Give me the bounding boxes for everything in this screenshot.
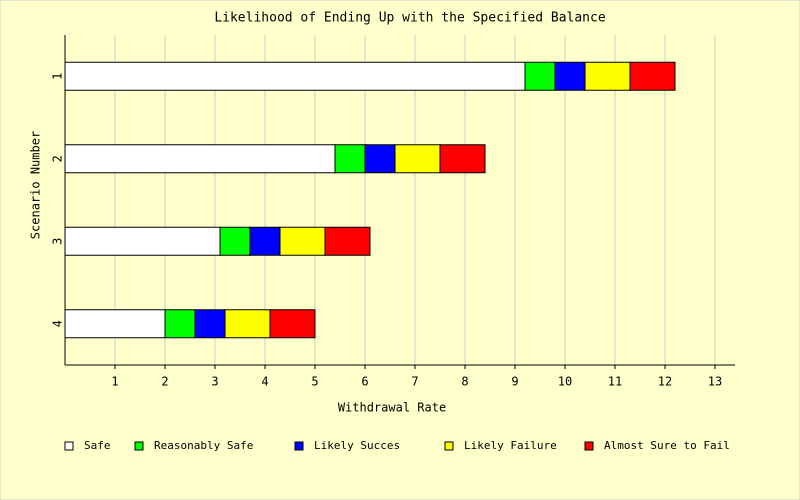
bar-segment — [584, 61, 631, 91]
legend-swatch — [444, 441, 454, 451]
legend-label: Reasonably Safe — [154, 439, 253, 452]
x-tick-label: 1 — [111, 375, 118, 389]
legend-swatch — [294, 441, 304, 451]
bar-segment — [439, 144, 486, 174]
legend-label: Almost Sure to Fail — [604, 439, 730, 452]
bar-segment — [394, 144, 441, 174]
chart-title: Likelihood of Ending Up with the Specifi… — [214, 11, 606, 26]
x-tick-label: 9 — [511, 375, 518, 389]
x-tick-label: 10 — [558, 375, 572, 389]
legend-swatch — [584, 441, 594, 451]
x-tick-label: 7 — [411, 375, 418, 389]
x-tick-label: 11 — [608, 375, 622, 389]
y-tick-label: 2 — [51, 155, 65, 162]
x-tick-label: 3 — [211, 375, 218, 389]
legend-swatch — [64, 441, 74, 451]
bar-segment — [554, 61, 586, 91]
bar-segment — [269, 309, 316, 339]
bar-segment — [249, 226, 281, 256]
x-tick-label: 13 — [708, 375, 722, 389]
bar-segment — [64, 226, 221, 256]
bar-segment — [194, 309, 226, 339]
bar-segment — [324, 226, 371, 256]
bar-segment — [164, 309, 196, 339]
x-tick-label: 6 — [361, 375, 368, 389]
x-tick-label: 4 — [261, 375, 268, 389]
bar-segment — [219, 226, 251, 256]
x-tick-label: 8 — [461, 375, 468, 389]
bar-segment — [629, 61, 676, 91]
legend-label: Likely Failure — [464, 439, 557, 452]
y-tick-label: 4 — [51, 320, 65, 327]
bar-segment — [64, 144, 336, 174]
legend-swatch — [134, 441, 144, 451]
x-axis-label: Withdrawal Rate — [338, 401, 446, 415]
y-axis-label: Scenario Number — [29, 131, 43, 239]
bar-segment — [524, 61, 556, 91]
x-tick-label: 12 — [658, 375, 672, 389]
bar-segment — [334, 144, 366, 174]
y-tick-label: 1 — [51, 73, 65, 80]
bar-segment — [64, 61, 526, 91]
bar-segment — [64, 309, 166, 339]
legend-label: Safe — [84, 439, 111, 452]
bar-segment — [224, 309, 271, 339]
x-tick-label: 5 — [311, 375, 318, 389]
legend-label: Likely Succes — [314, 439, 400, 452]
bar-segment — [279, 226, 326, 256]
y-tick-label: 3 — [51, 238, 65, 245]
x-tick-label: 2 — [161, 375, 168, 389]
bar-segment — [364, 144, 396, 174]
